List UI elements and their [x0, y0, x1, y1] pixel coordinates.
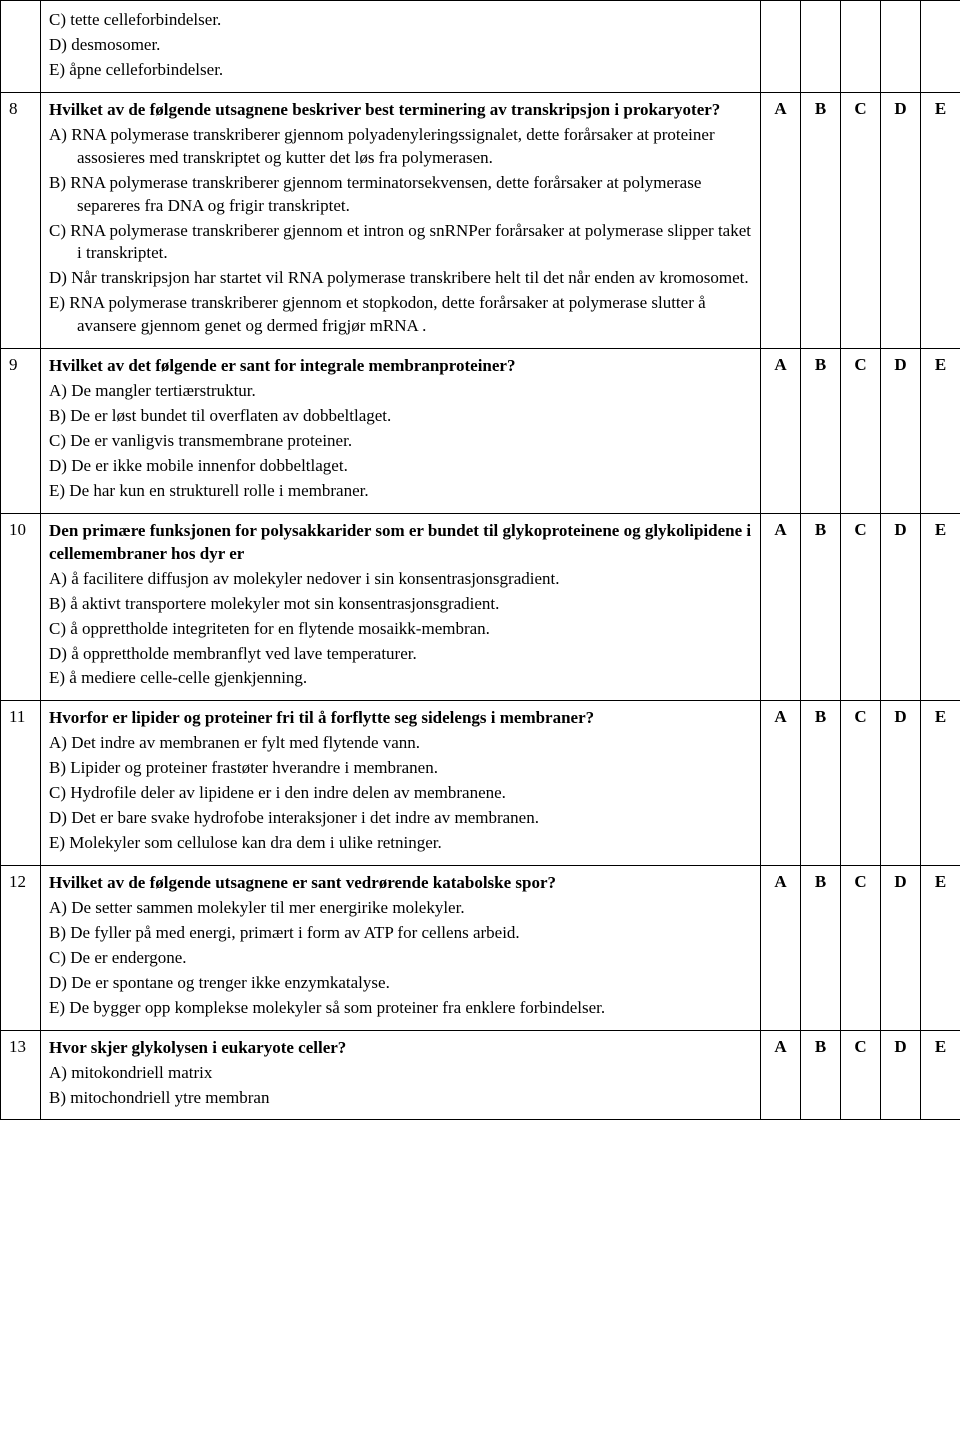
answer-choice: E) å mediere celle-celle gjenkjenning. [49, 667, 752, 690]
answer-choice: C) Hydrofile deler av lipidene er i den … [49, 782, 752, 805]
answer-choice: A) RNA polymerase transkriberer gjennom … [49, 124, 752, 170]
question-stem: Hvor skjer glykolysen i eukaryote celler… [49, 1038, 346, 1057]
answer-choice: C) å opprettholde integriteten for en fl… [49, 618, 752, 641]
question-row: 10Den primære funksjonen for polysakkari… [1, 513, 960, 701]
answer-cell-d[interactable]: D [881, 701, 921, 866]
answer-choice: D) Når transkripsjon har startet vil RNA… [49, 267, 752, 290]
exam-tbody: C) tette celleforbindelser.D) desmosomer… [1, 1, 960, 1120]
answer-cell-e[interactable]: E [921, 1030, 960, 1120]
answer-cell-d[interactable]: D [881, 866, 921, 1031]
answer-cell-a [761, 1, 801, 93]
question-stem: Hvorfor er lipider og proteiner fri til … [49, 708, 594, 727]
answer-cell-c[interactable]: C [841, 866, 881, 1031]
answer-choice: B) Lipider og proteiner frastøter hveran… [49, 757, 752, 780]
answer-cell-e[interactable]: E [921, 349, 960, 514]
answer-cell-b[interactable]: B [801, 1030, 841, 1120]
answer-cell-a[interactable]: A [761, 513, 801, 701]
answer-cell-b[interactable]: B [801, 513, 841, 701]
answer-choice: D) De er spontane og trenger ikke enzymk… [49, 972, 752, 995]
question-body: Hvilket av det følgende er sant for inte… [41, 349, 761, 514]
answer-cell-c[interactable]: C [841, 92, 881, 348]
question-body: Hvorfor er lipider og proteiner fri til … [41, 701, 761, 866]
question-row: 13 Hvor skjer glykolysen i eukaryote cell… [1, 1030, 960, 1120]
answer-cell-a[interactable]: A [761, 866, 801, 1031]
answer-cell-a[interactable]: A [761, 701, 801, 866]
answer-choice: B) RNA polymerase transkriberer gjennom … [49, 172, 752, 218]
answer-cell-d[interactable]: D [881, 92, 921, 348]
answer-choice: D) De er ikke mobile innenfor dobbeltlag… [49, 455, 752, 478]
question-stem: Hvilket av de følgende utsagnene er sant… [49, 873, 556, 892]
question-row: C) tette celleforbindelser.D) desmosomer… [1, 1, 960, 93]
answer-choice: B) mitochondriell ytre membran [49, 1087, 752, 1110]
answer-cell-d[interactable]: D [881, 513, 921, 701]
answer-cell-e[interactable]: E [921, 513, 960, 701]
question-body: Den primære funksjonen for polysakkaride… [41, 513, 761, 701]
answer-choice: E) RNA polymerase transkriberer gjennom … [49, 292, 752, 338]
answer-cell-b [801, 1, 841, 93]
answer-choice: B) å aktivt transportere molekyler mot s… [49, 593, 752, 616]
answer-choice: E) åpne celleforbindelser. [49, 59, 752, 82]
question-row: 12 Hvilket av de følgende utsagnene er sa… [1, 866, 960, 1031]
question-stem: Hvilket av det følgende er sant for inte… [49, 356, 515, 375]
question-number: 10 [1, 513, 41, 701]
question-number [1, 1, 41, 93]
answer-choice: A) De setter sammen molekyler til mer en… [49, 897, 752, 920]
question-stem: Hvilket av de følgende utsagnene beskriv… [49, 100, 720, 119]
question-number: 8 [1, 92, 41, 348]
exam-table: C) tette celleforbindelser.D) desmosomer… [0, 0, 960, 1120]
answer-cell-b[interactable]: B [801, 866, 841, 1031]
answer-choice: B) De er løst bundet til overflaten av d… [49, 405, 752, 428]
answer-cell-d [881, 1, 921, 93]
answer-choice: C) De er endergone. [49, 947, 752, 970]
answer-choice: D) Det er bare svake hydrofobe interaksj… [49, 807, 752, 830]
answer-cell-c[interactable]: C [841, 513, 881, 701]
answer-cell-b[interactable]: B [801, 701, 841, 866]
answer-choice: E) De bygger opp komplekse molekyler så … [49, 997, 752, 1020]
question-row: 11 Hvorfor er lipider og proteiner fri ti… [1, 701, 960, 866]
answer-cell-a[interactable]: A [761, 349, 801, 514]
question-body: Hvilket av de følgende utsagnene er sant… [41, 866, 761, 1031]
answer-cell-c[interactable]: C [841, 1030, 881, 1120]
answer-choice: C) RNA polymerase transkriberer gjennom … [49, 220, 752, 266]
answer-choice: A) De mangler tertiærstruktur. [49, 380, 752, 403]
answer-cell-d[interactable]: D [881, 349, 921, 514]
question-stem: Den primære funksjonen for polysakkaride… [49, 521, 751, 563]
answer-choice: A) mitokondriell matrix [49, 1062, 752, 1085]
answer-cell-a[interactable]: A [761, 1030, 801, 1120]
answer-cell-e[interactable]: E [921, 92, 960, 348]
answer-choice: E) De har kun en strukturell rolle i mem… [49, 480, 752, 503]
question-row: 9 Hvilket av det følgende er sant for int… [1, 349, 960, 514]
question-number: 11 [1, 701, 41, 866]
answer-cell-e[interactable]: E [921, 701, 960, 866]
question-body: Hvilket av de følgende utsagnene beskriv… [41, 92, 761, 348]
answer-cell-e[interactable]: E [921, 866, 960, 1031]
answer-choice: A) Det indre av membranen er fylt med fl… [49, 732, 752, 755]
answer-cell-c[interactable]: C [841, 349, 881, 514]
answer-cell-c[interactable]: C [841, 701, 881, 866]
answer-cell-a[interactable]: A [761, 92, 801, 348]
answer-cell-b[interactable]: B [801, 349, 841, 514]
answer-choice: D) å opprettholde membranflyt ved lave t… [49, 643, 752, 666]
question-row: 8 Hvilket av de følgende utsagnene beskri… [1, 92, 960, 348]
answer-choice: C) tette celleforbindelser. [49, 9, 752, 32]
question-number: 9 [1, 349, 41, 514]
question-body: C) tette celleforbindelser.D) desmosomer… [41, 1, 761, 93]
question-number: 12 [1, 866, 41, 1031]
answer-cell-c [841, 1, 881, 93]
answer-cell-e [921, 1, 960, 93]
answer-choice: B) De fyller på med energi, primært i fo… [49, 922, 752, 945]
question-number: 13 [1, 1030, 41, 1120]
answer-cell-d[interactable]: D [881, 1030, 921, 1120]
answer-cell-b[interactable]: B [801, 92, 841, 348]
answer-choice: E) Molekyler som cellulose kan dra dem i… [49, 832, 752, 855]
answer-choice: D) desmosomer. [49, 34, 752, 57]
question-body: Hvor skjer glykolysen i eukaryote celler… [41, 1030, 761, 1120]
answer-choice: A) å facilitere diffusjon av molekyler n… [49, 568, 752, 591]
answer-choice: C) De er vanligvis transmembrane protein… [49, 430, 752, 453]
